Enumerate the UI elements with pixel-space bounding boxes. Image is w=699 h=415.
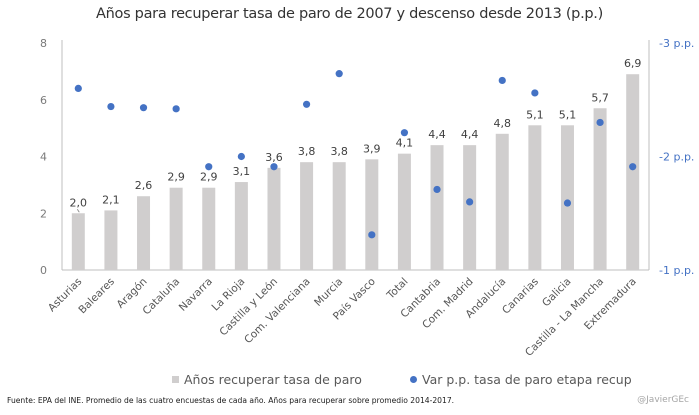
bar-data-label: 3,8 xyxy=(330,145,348,158)
right-tick-label: -1 p.p. xyxy=(659,264,694,277)
scatter-point xyxy=(596,118,604,127)
scatter-point xyxy=(433,185,441,194)
chart-plot-area: 0 2 4 6 8 -1 p.p. -2 p.p. -3 p.p. 2,0 2,1 2,6 2,9 2… xyxy=(40,37,694,359)
category-label: Total xyxy=(384,276,411,303)
footer-source: Fuente: EPA del INE. Promedio de las cua… xyxy=(7,396,455,405)
bar xyxy=(202,187,216,270)
bar xyxy=(626,74,640,271)
bar xyxy=(365,159,379,270)
right-tick-label: -2 p.p. xyxy=(659,151,694,164)
scatter-point xyxy=(172,105,180,113)
legend-dot-label: Var p.p. tasa de paro etapa recup xyxy=(422,372,632,387)
left-tick-label: 4 xyxy=(40,151,47,164)
bar xyxy=(430,145,444,270)
bar-data-label: 3,8 xyxy=(298,145,316,158)
bar xyxy=(267,167,281,270)
label-leader-line xyxy=(76,209,80,213)
left-tick-label: 8 xyxy=(40,37,47,50)
bar-data-label: 5,7 xyxy=(591,91,609,104)
scatter-point xyxy=(74,84,82,92)
scatter-point xyxy=(400,129,409,137)
scatter-point xyxy=(237,152,245,161)
scatter-point xyxy=(107,102,115,111)
bar xyxy=(397,153,411,270)
scatter-point xyxy=(531,89,539,97)
bar xyxy=(104,210,118,270)
bar xyxy=(71,213,85,270)
bar-data-label: 2,9 xyxy=(167,171,185,184)
legend-bar-label: Años recuperar tasa de paro xyxy=(184,372,362,387)
bar-data-label: 5,1 xyxy=(559,108,577,121)
scatter-point xyxy=(629,163,637,171)
bar xyxy=(463,145,477,270)
bar xyxy=(169,187,183,270)
scatter-point xyxy=(302,100,311,108)
left-tick-label: 6 xyxy=(40,94,47,107)
scatter-point xyxy=(335,70,343,78)
bar xyxy=(560,125,574,270)
bar-data-label: 4,8 xyxy=(494,117,512,130)
bar xyxy=(528,125,542,270)
bar-data-label: 2,9 xyxy=(200,171,218,184)
bar-data-label: 2,6 xyxy=(135,179,153,192)
scatter-point xyxy=(139,104,148,112)
left-tick-label: 2 xyxy=(40,207,47,220)
bar xyxy=(234,182,248,270)
scatter-point xyxy=(368,231,376,239)
legend-item-bars: Años recuperar tasa de paro xyxy=(172,372,362,387)
bar-data-label: 5,1 xyxy=(526,108,544,121)
bar-data-label: 4,4 xyxy=(428,128,446,141)
left-tick-label: 0 xyxy=(40,264,47,277)
footer-credit: @JavierGEc xyxy=(637,395,689,405)
bar-data-label: 3,6 xyxy=(265,151,283,164)
right-tick-label: -3 p.p. xyxy=(659,37,694,50)
bar xyxy=(332,162,346,270)
bar-data-label: 2,1 xyxy=(102,193,120,206)
bar xyxy=(137,196,151,270)
scatter-point xyxy=(563,199,572,207)
legend-dot-swatch-icon xyxy=(410,376,417,383)
bar-data-label: 6,9 xyxy=(624,57,642,70)
bar-data-label: 3,1 xyxy=(233,165,251,178)
category-label: Canarias xyxy=(500,276,541,317)
category-label: Baleares xyxy=(76,276,117,317)
bar-data-label: 4,1 xyxy=(396,137,414,150)
legend-bar-swatch-icon xyxy=(172,376,179,383)
scatter-point xyxy=(466,198,474,206)
category-label: Castilla y León xyxy=(217,276,280,339)
chart-title: Años para recuperar tasa de paro de 2007… xyxy=(96,6,603,22)
category-label: Navarra xyxy=(177,276,215,314)
scatter-point xyxy=(205,163,213,171)
legend-item-dots: Var p.p. tasa de paro etapa recup xyxy=(410,372,632,387)
bar xyxy=(495,133,509,270)
bar xyxy=(300,162,314,270)
scatter-point xyxy=(498,76,506,85)
bar xyxy=(593,108,607,270)
bar-data-label: 3,9 xyxy=(363,142,381,155)
bar-data-label: 4,4 xyxy=(461,128,479,141)
scatter-point xyxy=(270,163,278,171)
bar-data-label: 2,0 xyxy=(70,196,88,209)
